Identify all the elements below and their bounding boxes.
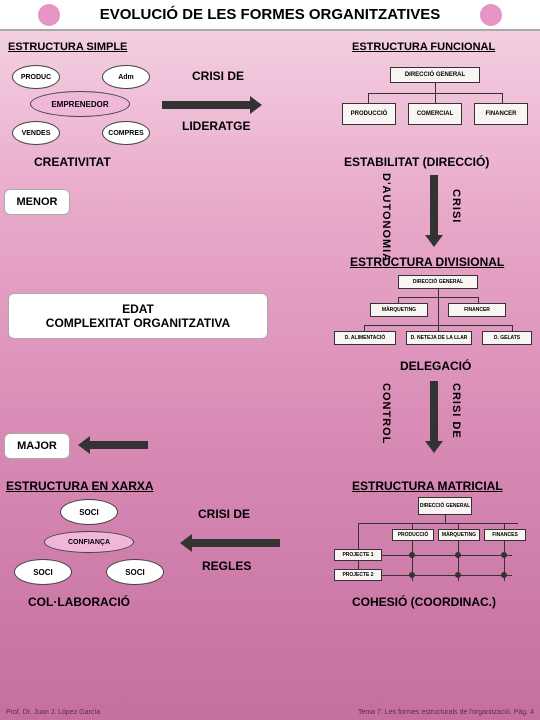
line [502,93,503,103]
mat-prod: PRODUCCIÓ [392,529,434,541]
menor-btn: MENOR [4,189,70,215]
node-emprenedor: EMPRENEDOR [30,91,130,117]
footer-right: Tema 7: Les formes estructurals de l'org… [358,709,534,716]
line [358,523,518,524]
mat-top: DIRECCIÓ GENERAL [418,497,472,515]
line [382,575,512,576]
collab: COL·LABORACIÓ [28,595,130,609]
func-fin: FINANCER [474,103,528,125]
line [358,523,359,573]
func-com: COMERCIAL [408,103,462,125]
crisi-de-2: CRISI DE [198,507,250,521]
line [435,83,436,93]
section-divisional: ESTRUCTURA DIVISIONAL [350,255,504,269]
regles: REGLES [202,559,251,573]
mat-fin: FINANCES [484,529,526,541]
complex: COMPLEXITAT ORGANITZATIVA [46,316,230,330]
arrow-control [430,381,438,443]
edat-btn: EDAT COMPLEXITAT ORGANITZATIVA [8,293,268,339]
delegacio: DELEGACIÓ [400,359,471,373]
div-neteja: D. NETEJA DE LA LLAR [406,331,472,345]
div-gelats: D. GELATS [482,331,532,345]
line [445,515,446,523]
section-simple: ESTRUCTURA SIMPLE [8,41,127,53]
mat-marq: MÀRQUETING [438,529,480,541]
lideratge: LIDERATGE [182,119,250,133]
node-compres: COMPRES [102,121,150,145]
major-btn: MAJOR [4,433,70,459]
mat-p2: PROJECTE 2 [334,569,382,581]
node-vendes: VENDES [12,121,60,145]
dot [409,572,415,578]
xarxa-soci3: SOCI [106,559,164,585]
line [382,555,512,556]
creativitat: CREATIVITAT [34,155,111,169]
crisi-de-v: CRISI DE [450,383,462,439]
dot [455,552,461,558]
mat-p1: PROJECTE 1 [334,549,382,561]
section-xarxa: ESTRUCTURA EN XARXA [6,479,154,493]
crisi-de-1: CRISI DE [192,69,244,83]
line [435,93,436,103]
dot [501,552,507,558]
div-top: DIRECCIÓ GENERAL [398,275,478,289]
div-fin: FINANCER [448,303,506,317]
xarxa-soci2: SOCI [14,559,72,585]
dot [455,572,461,578]
line [368,93,369,103]
autonomia: D'AUTONOMIA [380,173,392,262]
node-adm: Adm [102,65,150,89]
section-funcional: ESTRUCTURA FUNCIONAL [352,41,495,53]
diagram-canvas: ESTRUCTURA SIMPLE PRODUC Adm EMPRENEDOR … [0,31,540,711]
control: CONTROL [380,383,392,444]
arrow-regles [190,539,280,547]
arrow-crisi-lideratge [162,101,252,109]
edat: EDAT [122,302,154,316]
xarxa-soci1: SOCI [60,499,118,525]
footer-left: Prof. Dr. Juan J. López García [6,709,100,716]
func-top: DIRECCIÓ GENERAL [390,67,480,83]
func-prod: PRODUCCIÓ [342,103,396,125]
arrow-autonomia [430,175,438,237]
xarxa-conf: CONFIANÇA [44,531,134,553]
dot [409,552,415,558]
crisi-v1: CRISI [450,189,462,223]
page-title: EVOLUCIÓ DE LES FORMES ORGANITZATIVES [0,0,540,31]
line [438,289,439,325]
node-produc: PRODUC [12,65,60,89]
div-marq: MÀRQUETING [370,303,428,317]
div-alim: D. ALIMENTACIÓ [334,331,396,345]
cohesio: COHESIÓ (COORDINAC.) [352,595,496,609]
arrow-major [88,441,148,449]
dot [501,572,507,578]
estabilitat: ESTABILITAT (DIRECCIÓ) [344,155,489,169]
section-matricial: ESTRUCTURA MATRICIAL [352,479,503,493]
